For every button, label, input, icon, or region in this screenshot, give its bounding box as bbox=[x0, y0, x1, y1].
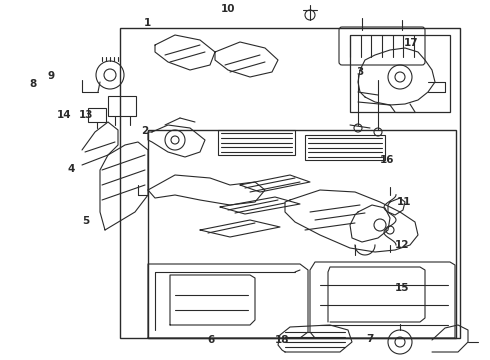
Text: 1: 1 bbox=[144, 18, 150, 28]
Text: 18: 18 bbox=[274, 335, 289, 345]
Bar bbox=[120, 28, 460, 338]
Text: 7: 7 bbox=[366, 334, 374, 344]
Text: 4: 4 bbox=[67, 164, 75, 174]
Text: 9: 9 bbox=[48, 71, 55, 81]
Text: 11: 11 bbox=[397, 197, 412, 207]
Text: 6: 6 bbox=[207, 335, 214, 345]
Text: 15: 15 bbox=[394, 283, 409, 293]
Bar bbox=[88, 108, 106, 122]
Text: 3: 3 bbox=[357, 67, 364, 77]
Bar bbox=[305, 135, 385, 160]
Text: 17: 17 bbox=[404, 38, 419, 48]
Text: 5: 5 bbox=[82, 216, 89, 226]
Text: 16: 16 bbox=[380, 155, 394, 165]
Bar bbox=[350, 35, 450, 112]
Bar bbox=[148, 130, 456, 338]
Bar bbox=[218, 130, 295, 155]
Text: 13: 13 bbox=[78, 110, 93, 120]
Bar bbox=[108, 96, 136, 116]
Text: 2: 2 bbox=[141, 126, 148, 136]
Text: 14: 14 bbox=[56, 110, 71, 120]
Text: 12: 12 bbox=[394, 240, 409, 250]
Text: 10: 10 bbox=[220, 4, 235, 14]
Text: 8: 8 bbox=[30, 78, 37, 89]
